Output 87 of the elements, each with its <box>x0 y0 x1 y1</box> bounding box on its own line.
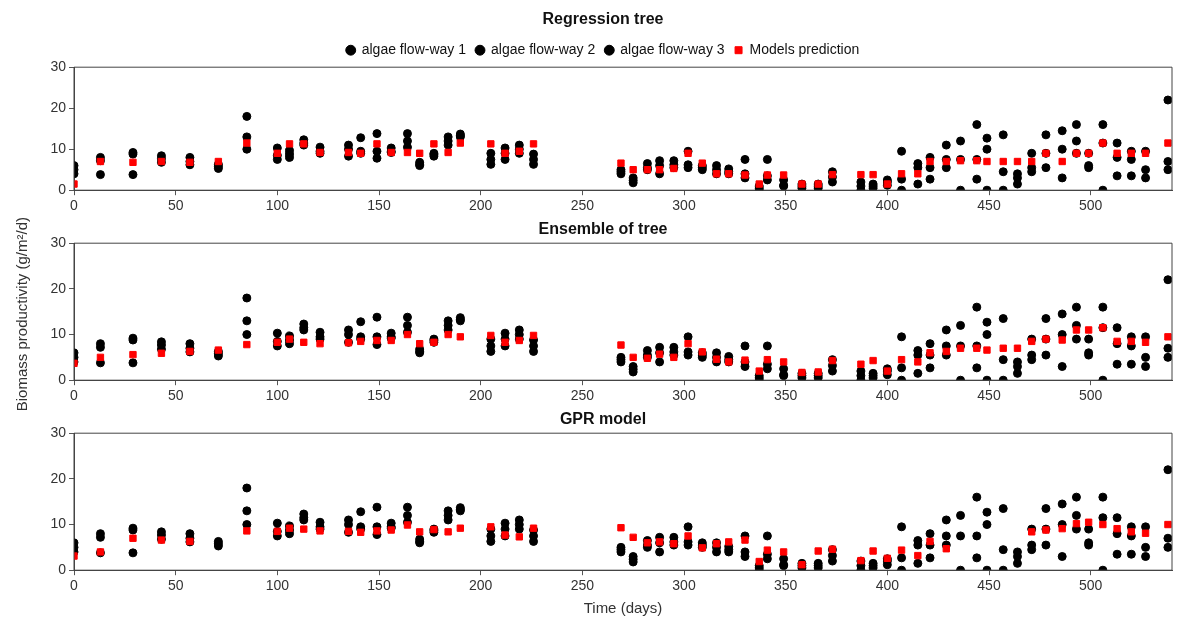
y-tick-label: 0 <box>58 181 67 198</box>
point <box>1084 518 1093 526</box>
point <box>725 538 733 546</box>
point <box>444 528 452 536</box>
point <box>763 546 772 554</box>
point <box>243 527 251 535</box>
legend-label: Models prediction <box>749 41 860 58</box>
point <box>684 532 692 540</box>
point <box>897 546 906 554</box>
y-tick-label: 20 <box>50 279 67 296</box>
point <box>617 524 625 532</box>
x-tick-label: 300 <box>672 577 696 594</box>
point <box>1141 529 1150 537</box>
point <box>300 525 308 533</box>
x-tick-label: 350 <box>773 387 798 404</box>
point <box>869 547 877 555</box>
point <box>1164 520 1172 529</box>
point <box>779 548 788 556</box>
point <box>456 524 465 532</box>
point <box>1127 528 1136 536</box>
y-axis-title: Biomass productivity (g/m²/d) <box>12 216 30 412</box>
y-tick-label: 10 <box>50 515 67 532</box>
point <box>914 551 922 560</box>
x-tick-label: 200 <box>468 577 493 594</box>
y-tick-label: 10 <box>50 140 67 157</box>
legend-label: algae flow-way 3 <box>620 41 725 58</box>
y-tick-label: 10 <box>50 325 67 342</box>
x-tick-label: 150 <box>367 197 391 214</box>
x-tick-label: 500 <box>1078 577 1103 594</box>
point <box>403 521 412 529</box>
y-tick-label: 30 <box>50 424 67 441</box>
y-tick-label: 0 <box>58 561 67 578</box>
x-tick-label: 250 <box>570 577 595 594</box>
x-tick-label: 50 <box>167 577 184 594</box>
point <box>926 537 934 546</box>
x-tick-label: 200 <box>468 197 493 214</box>
legend-label: algae flow-way 1 <box>361 41 467 58</box>
point <box>1113 524 1121 533</box>
point <box>129 534 137 542</box>
point <box>357 528 365 536</box>
x-tick-label: 100 <box>265 387 290 404</box>
x-tick-label: 0 <box>70 577 79 594</box>
point <box>741 536 749 544</box>
x-tick-label: 100 <box>265 577 290 594</box>
x-tick-label: 450 <box>977 577 1001 594</box>
y-tick-label: 0 <box>58 371 67 388</box>
point <box>515 533 523 541</box>
x-tick-label: 150 <box>367 577 391 594</box>
x-tick-label: 450 <box>977 197 1001 214</box>
x-tick-label: 250 <box>570 197 595 214</box>
x-tick-label: 50 <box>167 387 184 404</box>
x-tick-label: 100 <box>265 197 290 214</box>
point <box>373 527 381 535</box>
x-tick-label: 400 <box>875 197 900 214</box>
x-tick-label: 0 <box>70 197 79 214</box>
point <box>415 528 424 536</box>
x-tick-label: 200 <box>468 387 493 404</box>
point <box>1058 524 1066 533</box>
chart-title: Regression tree <box>542 10 664 28</box>
x-tick-label: 450 <box>977 387 1001 404</box>
point <box>1072 519 1081 528</box>
y-tick-label: 30 <box>50 58 67 75</box>
x-tick-label: 350 <box>773 577 798 594</box>
chart-title: GPR model <box>559 410 647 428</box>
point <box>1028 528 1036 536</box>
point <box>814 547 822 555</box>
x-tick-label: 400 <box>875 577 900 594</box>
x-tick-label: 250 <box>570 387 595 404</box>
x-tick-label: 500 <box>1078 197 1103 214</box>
x-tick-label: 150 <box>367 387 391 404</box>
y-tick-label: 20 <box>50 99 67 116</box>
point <box>1099 520 1107 529</box>
point <box>755 557 763 566</box>
x-tick-label: 300 <box>672 197 696 214</box>
legend-label: algae flow-way 2 <box>491 41 596 58</box>
y-tick-label: 30 <box>50 234 67 251</box>
chart-title: Ensemble of tree <box>538 220 668 238</box>
x-tick-label: 0 <box>70 387 79 404</box>
x-tick-label: 300 <box>672 387 696 404</box>
x-axis-title: Time (days) <box>583 599 663 617</box>
point <box>629 533 637 541</box>
x-tick-label: 400 <box>875 387 900 404</box>
x-tick-label: 500 <box>1078 387 1103 404</box>
point <box>942 545 950 553</box>
y-tick-label: 20 <box>50 469 67 486</box>
x-tick-label: 50 <box>167 197 184 214</box>
x-tick-label: 350 <box>773 197 798 214</box>
